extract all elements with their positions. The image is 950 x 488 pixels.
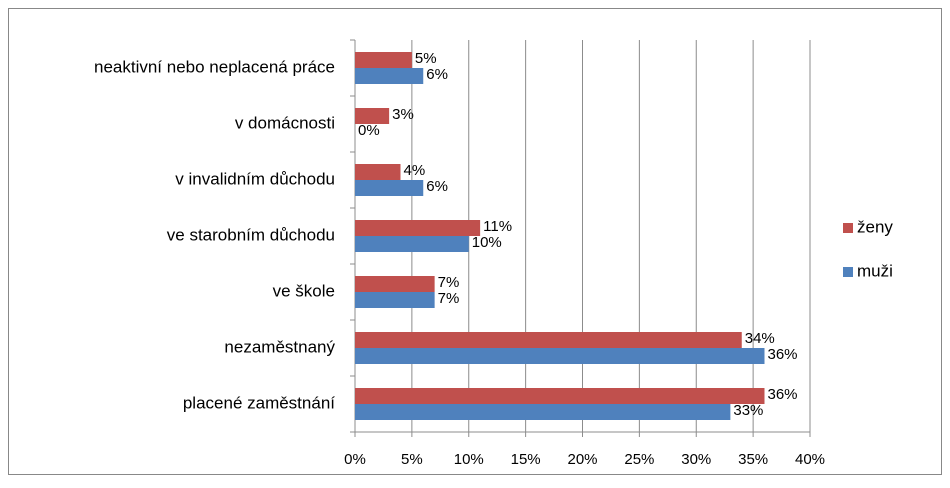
bar [355,236,469,252]
y-tick-label: placené zaměstnání [183,393,335,412]
legend-swatch [843,267,853,277]
y-tick-label: ve škole [273,281,335,300]
legend-label: ženy [857,217,893,236]
legend-swatch [843,223,853,233]
y-tick-label: v invalidním důchodu [175,169,335,188]
bar [355,388,765,404]
x-tick-label: 20% [567,451,597,468]
data-label: 3% [392,106,414,123]
data-label: 36% [768,346,798,363]
bar [355,68,424,84]
data-label: 5% [415,50,437,67]
legend-label: muži [857,261,893,280]
y-tick-label: neaktivní nebo neplacená práce [94,57,335,76]
data-label: 0% [358,122,380,139]
bar [355,220,481,236]
data-label: 7% [438,274,460,291]
bar [355,348,765,364]
x-tick-label: 5% [401,451,423,468]
bar [355,292,435,308]
data-label: 34% [745,330,775,347]
x-tick-label: 40% [795,451,825,468]
x-tick-label: 0% [344,451,366,468]
data-label: 11% [483,218,512,235]
x-tick-label: 25% [624,451,654,468]
bar [355,108,390,124]
x-tick-label: 35% [738,451,768,468]
data-label: 33% [733,402,763,419]
y-tick-label: v domácnosti [235,113,335,132]
y-tick-label: nezaměstnaný [224,337,335,356]
data-label: 6% [426,66,448,83]
bar [355,332,742,348]
x-tick-label: 10% [454,451,484,468]
data-label: 10% [472,234,502,251]
data-label: 6% [426,178,448,195]
bar [355,180,424,196]
bar [355,404,731,420]
x-tick-label: 30% [681,451,711,468]
bar [355,52,412,68]
bar [355,276,435,292]
data-label: 4% [404,162,426,179]
data-label: 7% [438,290,460,307]
x-tick-label: 15% [511,451,541,468]
bar [355,164,401,180]
y-tick-label: ve starobním důchodu [167,225,335,244]
data-label: 36% [768,386,798,403]
